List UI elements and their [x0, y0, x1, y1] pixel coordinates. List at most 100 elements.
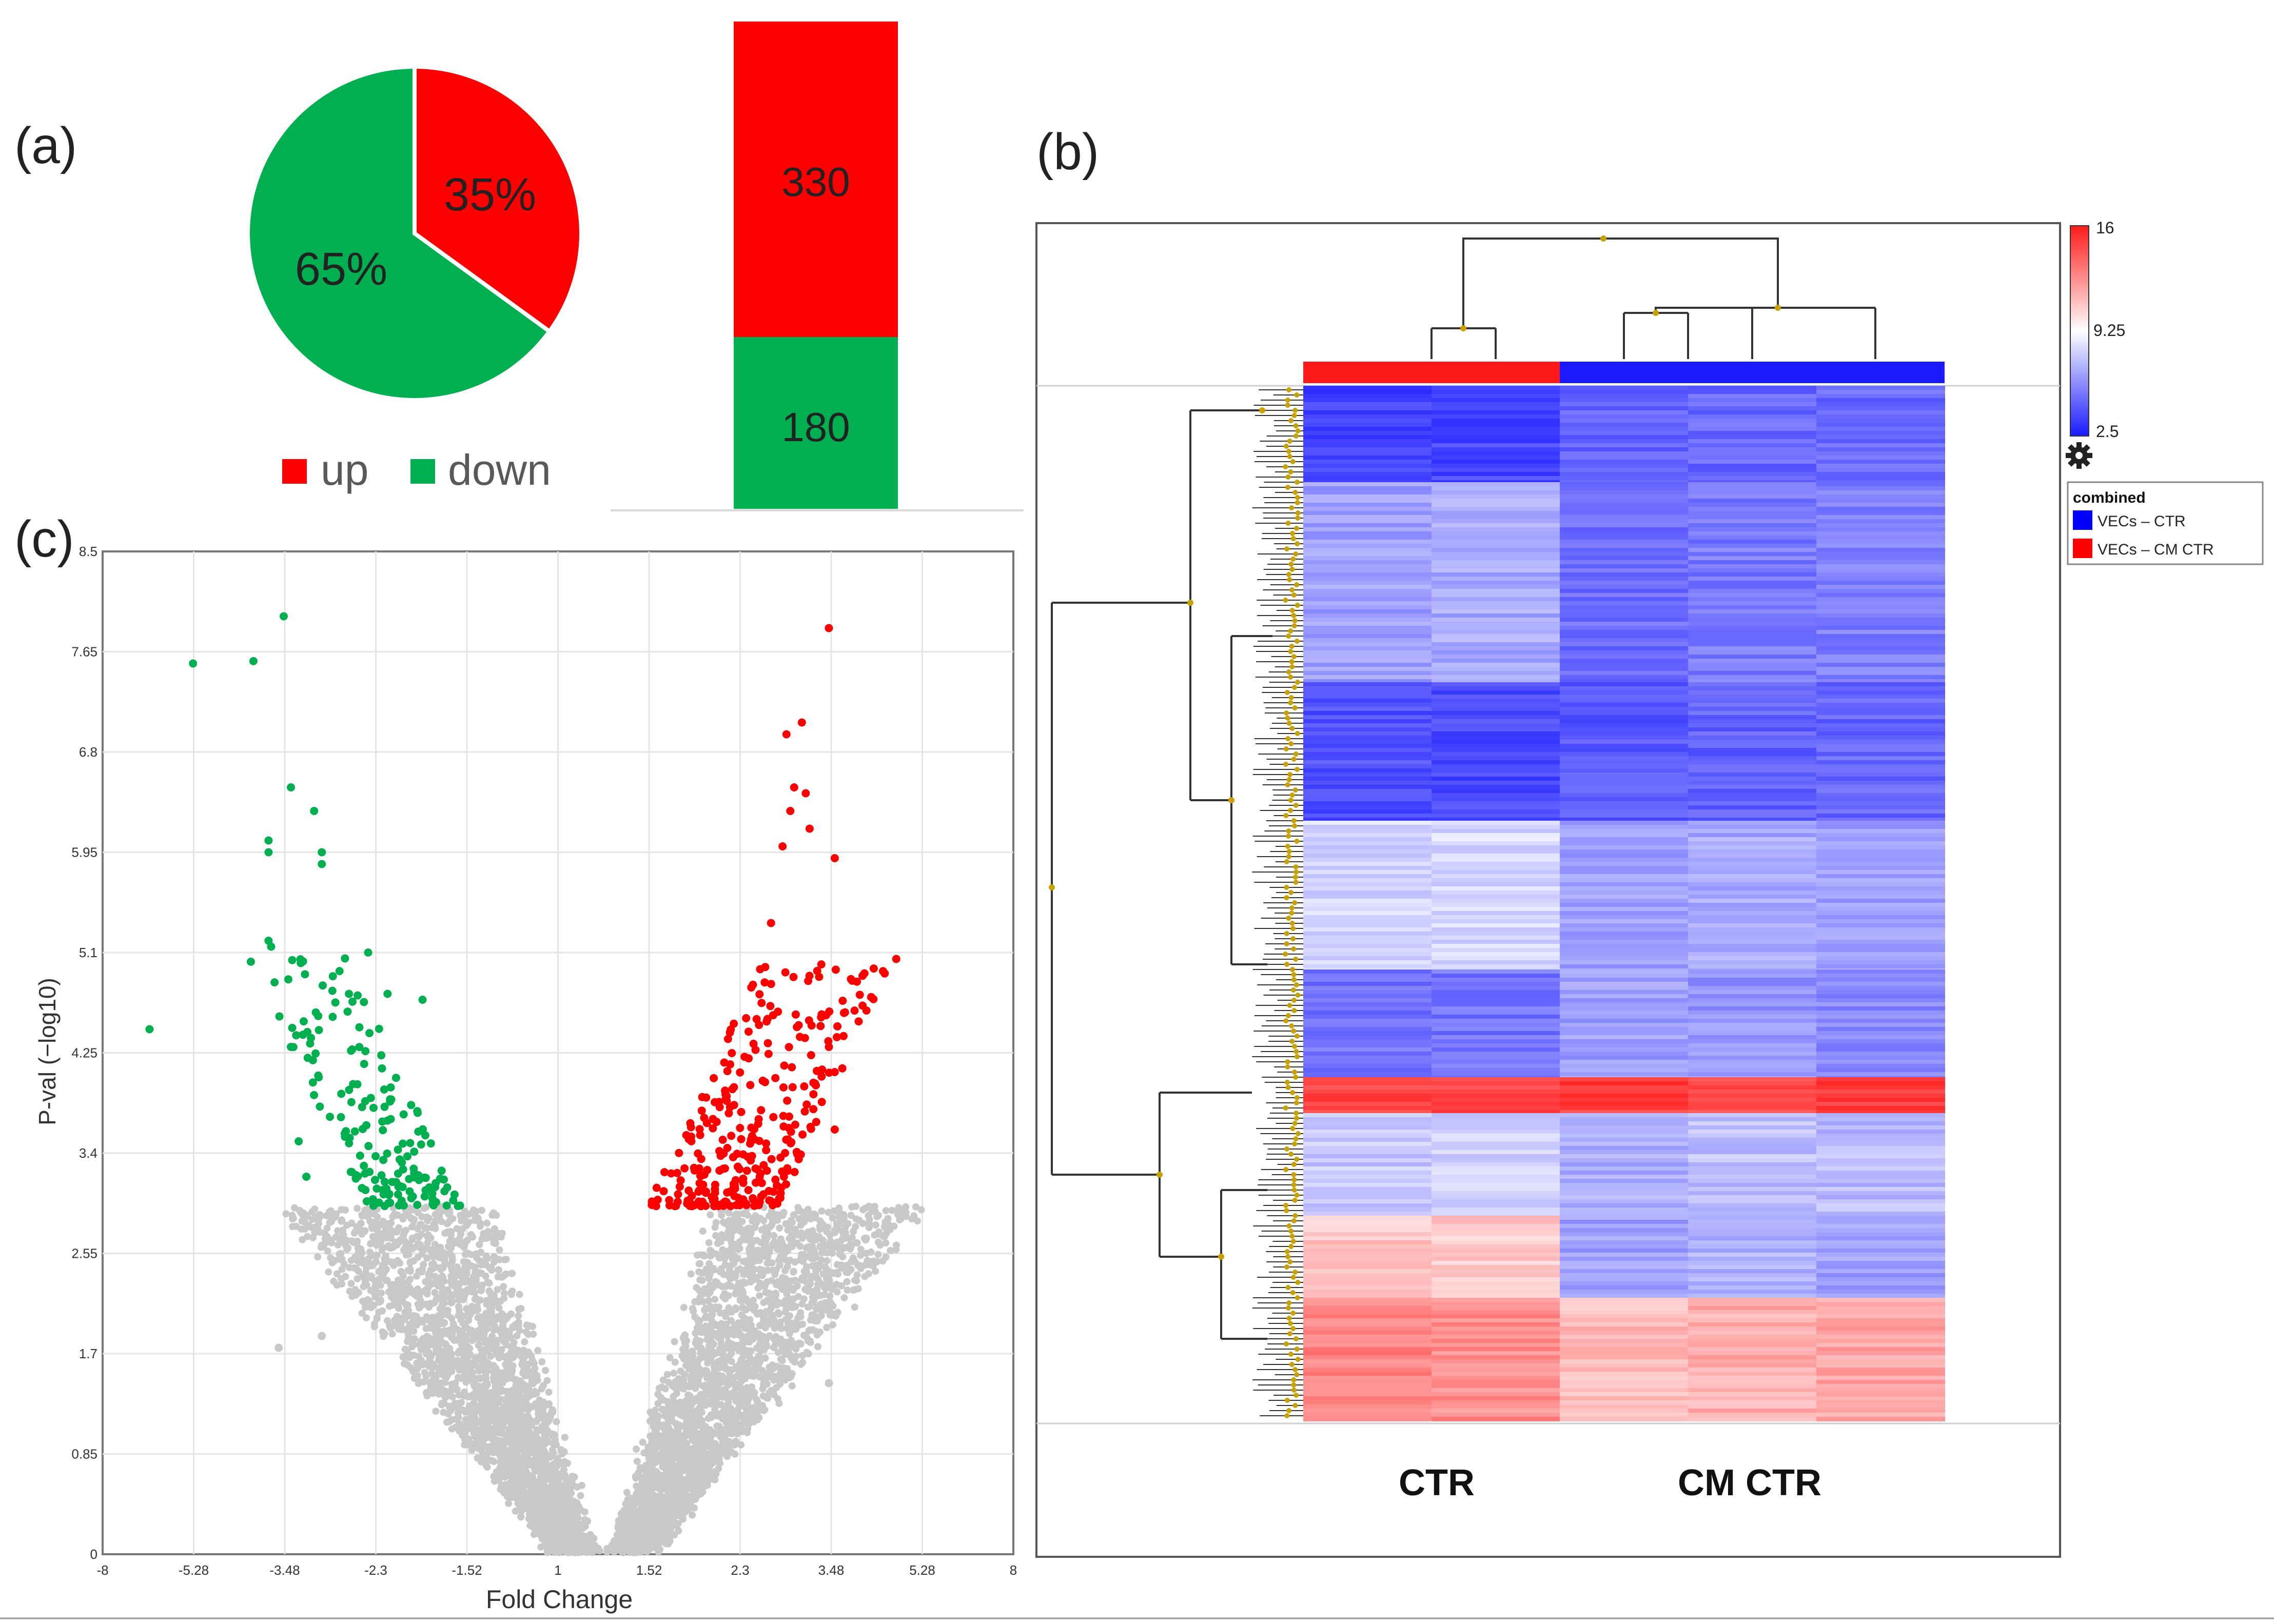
ns-point	[528, 1323, 536, 1330]
stacked-bar: 330 180	[611, 22, 1024, 511]
ns-point	[558, 1534, 566, 1542]
ns-point	[633, 1458, 641, 1465]
ns-point	[472, 1361, 479, 1369]
ns-point	[727, 1350, 735, 1358]
ns-point	[643, 1548, 651, 1555]
ns-point	[453, 1282, 460, 1290]
ns-point	[736, 1238, 743, 1246]
ns-point	[874, 1251, 882, 1258]
ns-point	[849, 1286, 857, 1294]
ns-point	[459, 1274, 466, 1281]
ns-point	[783, 1365, 791, 1373]
ns-point	[423, 1290, 431, 1298]
ns-point	[615, 1521, 622, 1529]
ns-point	[579, 1524, 587, 1532]
ns-point	[861, 1235, 868, 1242]
ns-point	[827, 1310, 835, 1318]
ns-point	[550, 1492, 557, 1499]
ns-point	[649, 1496, 657, 1503]
ns-point	[656, 1485, 663, 1493]
ns-point	[705, 1239, 713, 1246]
ns-point	[670, 1370, 678, 1377]
ns-point	[485, 1337, 493, 1344]
ns-point	[493, 1345, 501, 1353]
ns-point	[874, 1238, 882, 1246]
ns-point	[859, 1206, 867, 1214]
ns-point	[759, 1385, 767, 1393]
ns-point	[581, 1539, 589, 1547]
ns-point	[742, 1257, 750, 1265]
ns-point	[491, 1395, 498, 1402]
ns-point	[732, 1225, 740, 1233]
ns-point	[308, 1208, 316, 1216]
ns-point	[847, 1245, 854, 1253]
ns-point	[456, 1420, 464, 1428]
ns-point	[774, 1349, 782, 1356]
ns-point	[390, 1211, 398, 1218]
ns-point	[467, 1251, 475, 1258]
ns-point	[824, 1271, 831, 1279]
ns-point	[500, 1283, 507, 1291]
ns-point	[412, 1366, 420, 1374]
ns-point	[792, 1225, 799, 1233]
ns-point	[734, 1245, 742, 1253]
ns-point	[326, 1208, 334, 1216]
ns-point	[734, 1283, 742, 1291]
ns-point	[790, 1211, 797, 1219]
ns-point	[698, 1277, 706, 1284]
ns-point	[571, 1549, 579, 1556]
ns-point	[683, 1432, 691, 1439]
ns-point	[677, 1384, 685, 1392]
ns-point	[686, 1392, 694, 1400]
ns-point	[693, 1394, 701, 1402]
ns-point	[309, 1216, 317, 1223]
ns-point	[434, 1249, 442, 1256]
ns-point	[782, 1296, 790, 1304]
bar-segment-up	[734, 22, 898, 337]
ns-point	[428, 1300, 436, 1308]
ns-point	[702, 1388, 710, 1395]
ns-point	[402, 1226, 409, 1234]
ns-point	[483, 1325, 491, 1333]
ns-point	[523, 1321, 531, 1329]
ns-point	[507, 1334, 514, 1341]
ns-point	[575, 1520, 582, 1528]
ns-point	[346, 1288, 354, 1295]
ns-point	[715, 1238, 723, 1245]
ns-point	[348, 1219, 356, 1227]
ns-point	[718, 1231, 726, 1239]
ns-point	[724, 1338, 732, 1346]
ns-point	[722, 1344, 730, 1352]
ns-point	[577, 1492, 584, 1499]
ns-point	[693, 1434, 700, 1441]
ns-point	[417, 1357, 424, 1364]
ns-point	[726, 1447, 733, 1454]
ns-point	[487, 1352, 495, 1360]
ns-point	[838, 1282, 846, 1290]
ns-point	[853, 1239, 860, 1246]
ns-point	[675, 1527, 682, 1535]
ns-point	[776, 1279, 783, 1286]
ns-point	[352, 1265, 360, 1273]
ns-point	[410, 1352, 418, 1359]
ns-point	[475, 1438, 482, 1445]
legend-label-down: down	[448, 446, 551, 494]
ns-point	[810, 1246, 818, 1254]
ns-point	[749, 1411, 757, 1418]
ns-point	[752, 1212, 759, 1220]
ns-point	[463, 1259, 471, 1266]
ns-point	[402, 1251, 410, 1259]
ns-point	[459, 1341, 466, 1349]
ns-point	[688, 1460, 696, 1467]
ns-point	[388, 1287, 396, 1295]
ns-point	[374, 1235, 382, 1242]
ns-point	[787, 1354, 795, 1361]
ns-point	[689, 1305, 696, 1312]
ns-point	[797, 1229, 805, 1237]
ns-point	[774, 1309, 782, 1317]
ns-point	[492, 1316, 499, 1323]
ns-point	[423, 1392, 431, 1400]
ns-point	[857, 1252, 865, 1259]
ns-point	[309, 1234, 317, 1242]
ns-point	[707, 1336, 714, 1344]
